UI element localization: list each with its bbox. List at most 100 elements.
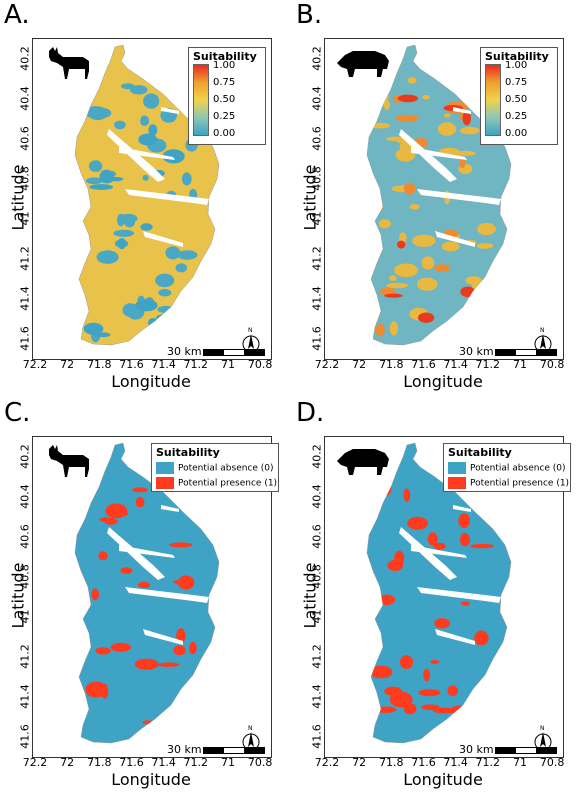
suitability-patch xyxy=(412,234,436,247)
x-tick-label: 72 xyxy=(352,358,367,371)
suitability-patch xyxy=(407,77,417,84)
x-tick-label: 71.8 xyxy=(379,358,404,371)
suitability-patch xyxy=(88,106,108,121)
y-tick-label: 41.4 xyxy=(18,286,32,311)
suitability-patch xyxy=(434,618,451,629)
suitability-patch xyxy=(397,240,406,249)
suitability-patch xyxy=(395,148,416,162)
suitability-patch xyxy=(110,642,131,652)
suitability-patch xyxy=(368,122,391,129)
x-tick-label: 71.8 xyxy=(379,756,404,769)
map-panel-a: A. Suitability 1.00 0.75 0.50 0.25 0.00 N 30… xyxy=(0,0,292,398)
x-tick-label: 71.6 xyxy=(119,756,144,769)
suitability-patch xyxy=(394,550,405,566)
suitability-patch xyxy=(460,532,470,547)
suitability-patch xyxy=(459,157,466,169)
suitability-patch xyxy=(155,314,175,321)
suitability-patch xyxy=(121,510,128,517)
suitability-patch xyxy=(473,334,481,341)
colorbar-tick-label: 1.00 xyxy=(213,60,236,71)
suitability-patch xyxy=(443,113,451,118)
suitability-patch xyxy=(403,182,416,195)
x-tick-label: 70.8 xyxy=(539,358,565,371)
suitability-patch xyxy=(104,518,118,525)
suitability-patch xyxy=(389,321,398,336)
scale-label: 30 km xyxy=(167,345,202,358)
suitability-patch xyxy=(384,686,402,696)
y-tick-label: 41.6 xyxy=(310,326,324,351)
suitability-patch xyxy=(418,689,441,697)
suitability-patch xyxy=(117,238,127,250)
y-tick-label: 40.2 xyxy=(310,46,324,71)
suitability-patch xyxy=(99,169,114,184)
suitability-patch xyxy=(421,704,440,710)
x-tick-label: 71.4 xyxy=(151,756,176,769)
suitability-patch xyxy=(183,724,202,729)
suitability-patch xyxy=(469,728,482,742)
x-tick-label: 71.8 xyxy=(87,358,112,371)
y-tick-label: 40.6 xyxy=(18,524,32,549)
suitability-patch xyxy=(447,685,458,697)
y-tick-label: 41.4 xyxy=(18,684,32,709)
suitability-patch xyxy=(462,111,471,126)
suitability-patch xyxy=(130,85,148,95)
x-tick-label: 71.2 xyxy=(183,358,209,371)
suitability-patch xyxy=(169,542,193,548)
lake-gap xyxy=(107,527,165,580)
suitability-patch xyxy=(176,628,186,643)
legend-title: Suitability xyxy=(193,50,257,63)
suitability-patch xyxy=(113,229,135,237)
suitability-patch xyxy=(416,277,438,291)
y-tick-label: 40.4 xyxy=(310,484,324,509)
suitability-patch xyxy=(157,305,175,314)
suitability-patch xyxy=(386,282,408,289)
svg-text:N: N xyxy=(540,725,545,732)
y-tick-label: 41.4 xyxy=(310,286,324,311)
suitability-patch xyxy=(135,299,158,312)
x-tick-label: 71.4 xyxy=(443,756,468,769)
colorbar-tick-label: 0.00 xyxy=(213,128,236,139)
suitability-patch xyxy=(447,318,456,326)
legend-title: Suitability xyxy=(448,446,512,459)
suitability-patch xyxy=(460,126,480,135)
suitability-patch xyxy=(120,567,133,574)
suitability-patch xyxy=(433,542,446,550)
legend-item-label: Potential absence (0) xyxy=(470,463,566,474)
x-tick-label: 71 xyxy=(220,358,235,371)
lake-gap xyxy=(453,107,471,114)
suitability-patch xyxy=(421,256,435,270)
x-tick-label: 72 xyxy=(352,756,367,769)
suitability-patch xyxy=(96,250,119,264)
y-axis-label: Latitude xyxy=(300,562,320,629)
legend-title: Suitability xyxy=(156,446,220,459)
suitability-patch xyxy=(157,662,180,667)
x-tick-label: 72.2 xyxy=(314,756,340,769)
map-frame: Suitability Potential absence (0) Potenti… xyxy=(32,436,279,758)
x-tick-label: 71.6 xyxy=(411,358,436,371)
suitability-patch xyxy=(409,204,420,210)
suitability-patch xyxy=(430,660,440,664)
suitability-patch xyxy=(91,588,99,601)
suitability-patch xyxy=(369,665,393,679)
suitability-patch xyxy=(432,707,457,714)
y-tick-label: 40.6 xyxy=(18,126,32,151)
lake-gap xyxy=(143,231,183,247)
y-tick-label: 40.2 xyxy=(18,444,32,469)
map-frame: Suitability 1.00 0.75 0.50 0.25 0.00 N 30 km xyxy=(32,38,272,360)
svg-text:N: N xyxy=(248,725,253,732)
suitability-legend: Suitability 1.00 0.75 0.50 0.25 0.00 xyxy=(480,47,558,145)
y-axis-label: Latitude xyxy=(8,562,28,629)
x-axis-label: Longitude xyxy=(403,770,483,789)
y-tick-label: 41.6 xyxy=(18,326,32,351)
map-panel-b: B. Suitability 1.00 0.75 0.50 0.25 0.00 N 30… xyxy=(292,0,584,398)
colorbar xyxy=(485,64,501,136)
legend-title: Suitability xyxy=(485,50,549,63)
suitability-legend: Suitability Potential absence (0) Potenti… xyxy=(443,443,571,492)
y-tick-label: 41.2 xyxy=(310,644,324,669)
suitability-patch xyxy=(437,122,457,136)
legend-item-label: Potential presence (1) xyxy=(178,478,278,489)
suitability-patch xyxy=(399,655,414,669)
suitability-patch xyxy=(88,160,103,172)
x-tick-label: 71.8 xyxy=(87,756,112,769)
x-tick-label: 72.2 xyxy=(22,756,48,769)
